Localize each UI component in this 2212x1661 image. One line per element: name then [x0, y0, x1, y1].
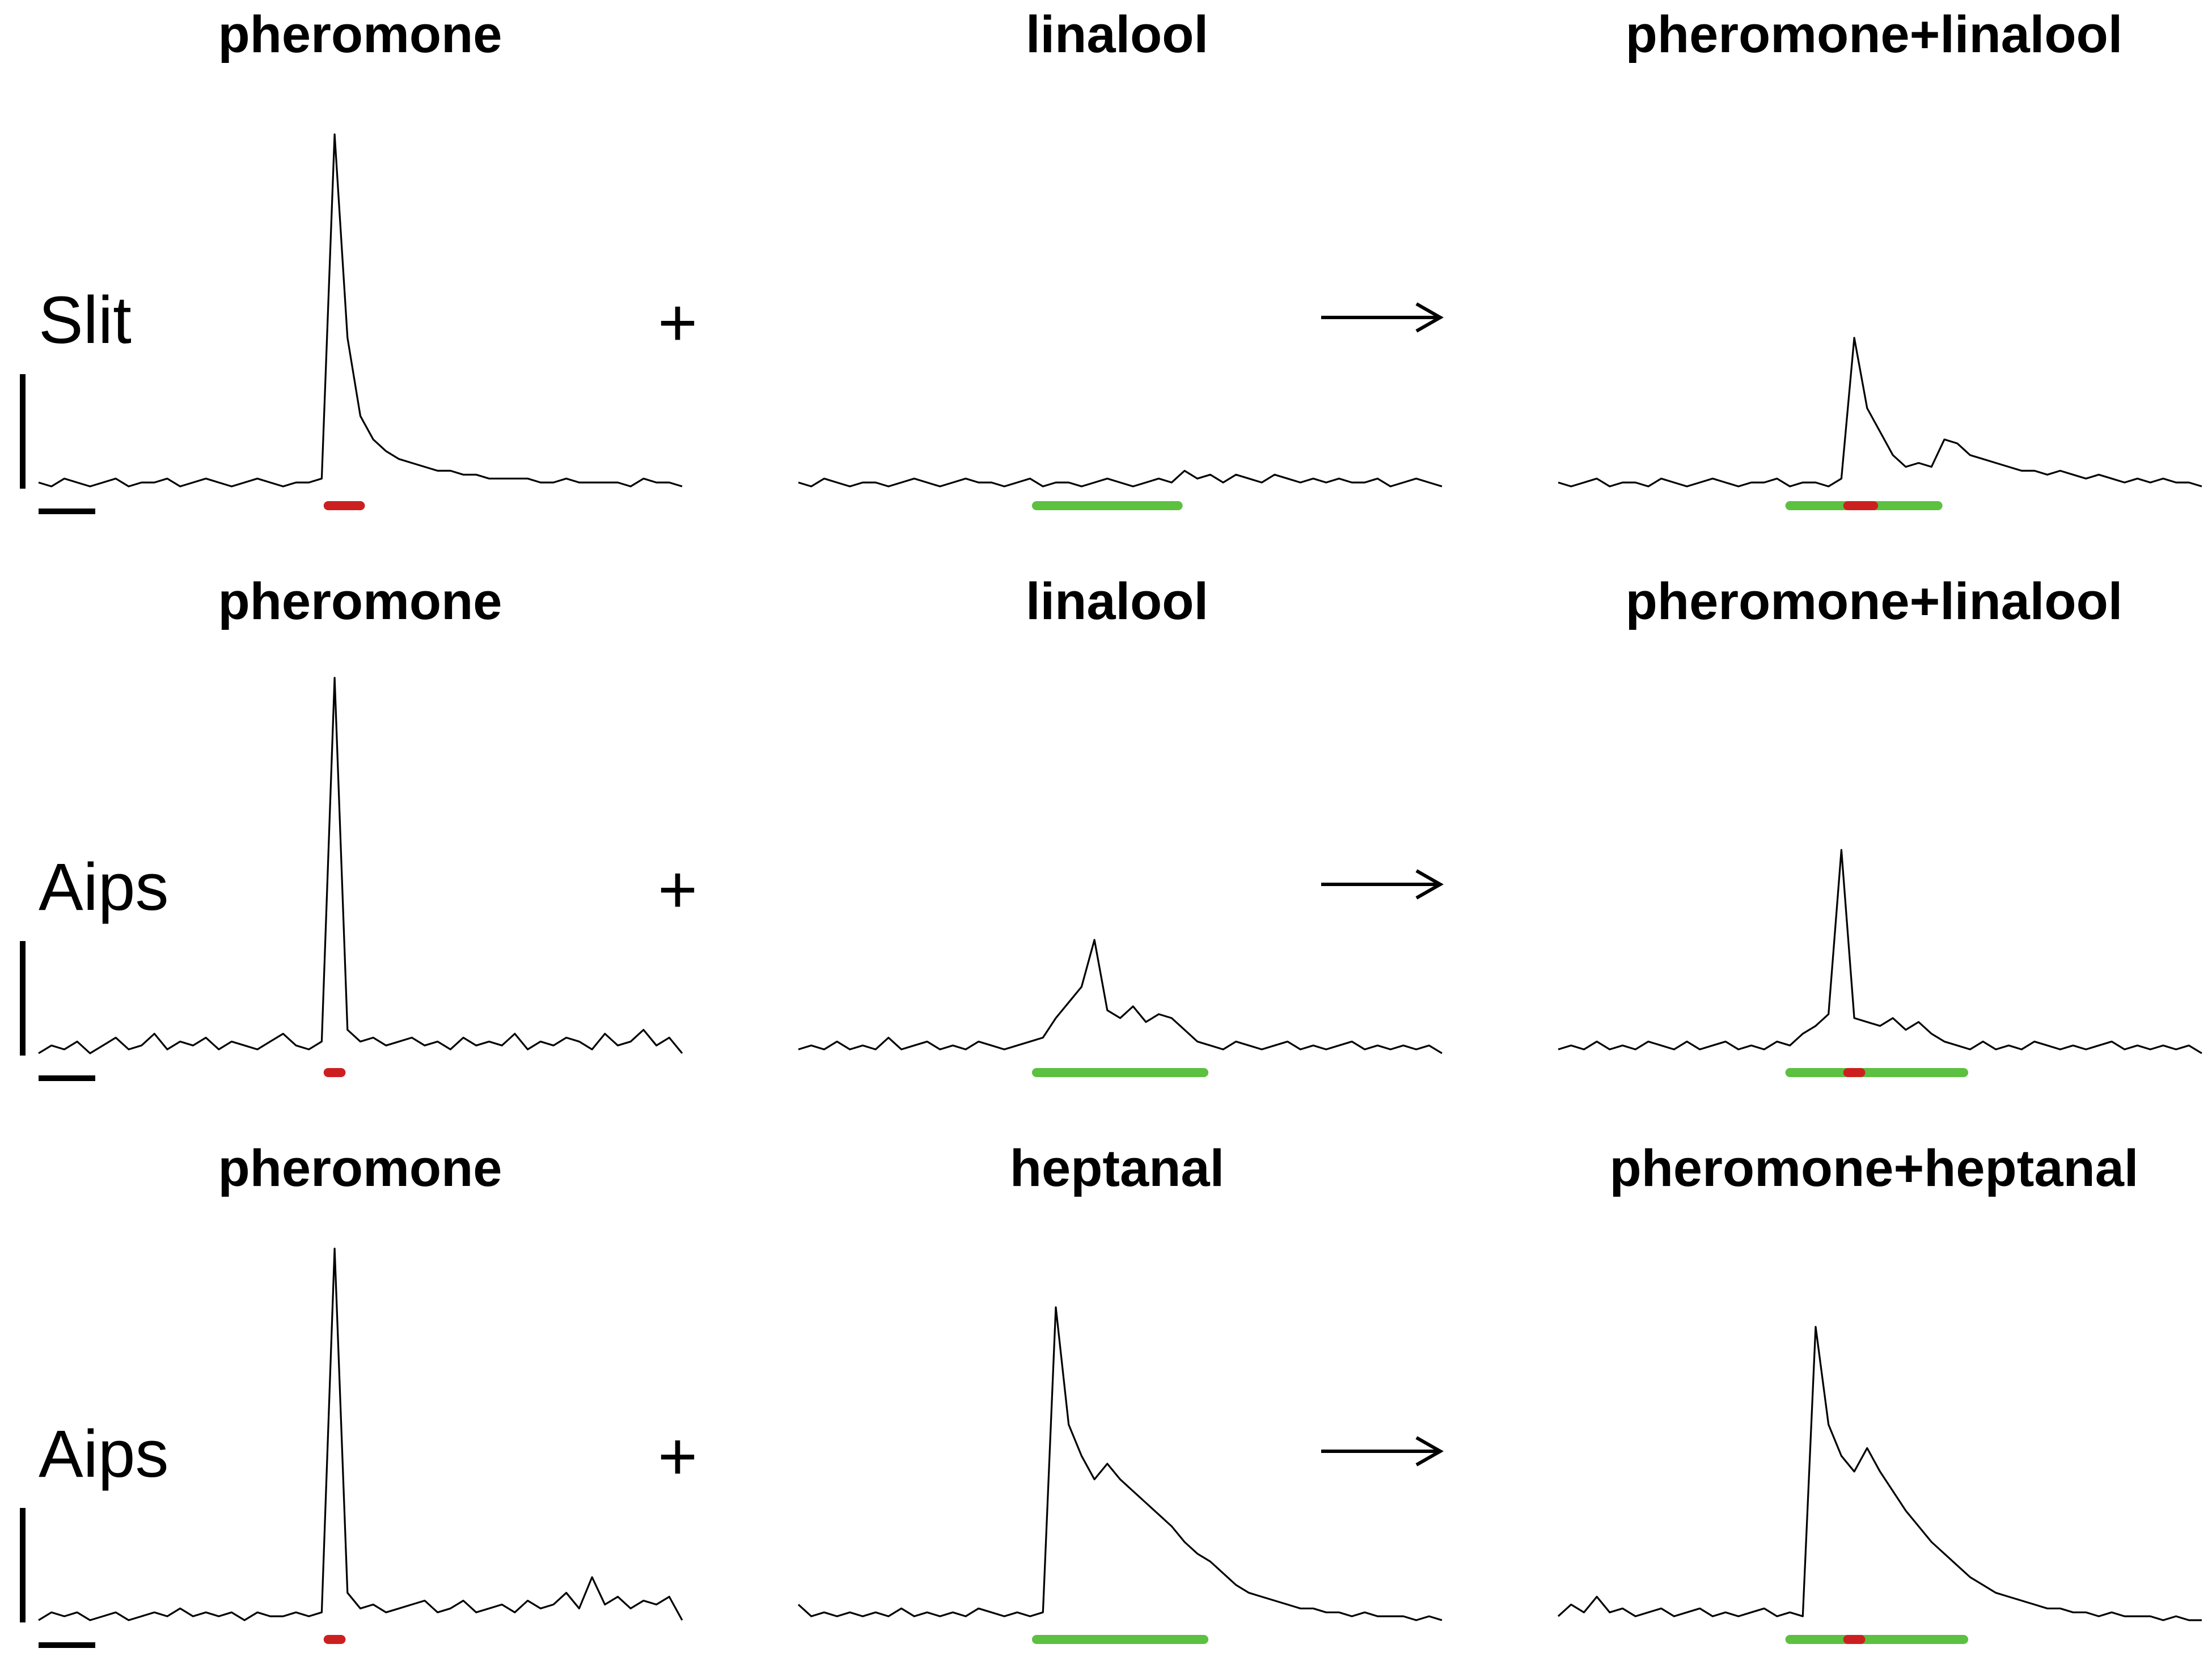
arrow-head-row-2 — [1415, 869, 1444, 900]
row-label-2: Aips — [39, 850, 169, 925]
panel-title-r3-c2: heptanal — [1010, 1139, 1224, 1197]
response-trace-r3-c1 — [38, 1247, 683, 1621]
arrow-head-row-1 — [1415, 302, 1444, 333]
row-label-1: Slit — [39, 283, 132, 358]
plus-symbol-row-3: + — [658, 1418, 697, 1494]
panel-title-r3-c1: pheromone — [218, 1139, 502, 1197]
arrow-head-row-3 — [1415, 1436, 1444, 1467]
plus-symbol-row-2: + — [658, 851, 697, 927]
panel-title-r3-c3: pheromone+heptanal — [1610, 1139, 2139, 1197]
panel-title-r2-c2: linalool — [1026, 573, 1208, 630]
panel-title-r1-c1: pheromone — [218, 6, 502, 63]
response-trace-r1-c2 — [798, 469, 1443, 488]
response-trace-r1-c1 — [38, 133, 683, 488]
panel-title-r1-c2: linalool — [1026, 6, 1208, 63]
response-trace-r3-c3 — [1557, 1325, 2202, 1621]
response-trace-r2-c3 — [1558, 849, 2202, 1054]
response-trace-r2-c1 — [38, 676, 683, 1054]
row-label-3: Aips — [39, 1417, 169, 1491]
response-trace-r1-c3 — [1558, 337, 2202, 488]
panel-title-r2-c1: pheromone — [218, 573, 502, 630]
response-trace-r3-c2 — [797, 1306, 1443, 1621]
plus-symbol-row-1: + — [658, 285, 697, 361]
response-trace-r2-c2 — [798, 939, 1443, 1054]
panel-title-r2-c3: pheromone+linalool — [1626, 573, 2123, 630]
panel-title-r1-c3: pheromone+linalool — [1626, 6, 2123, 63]
